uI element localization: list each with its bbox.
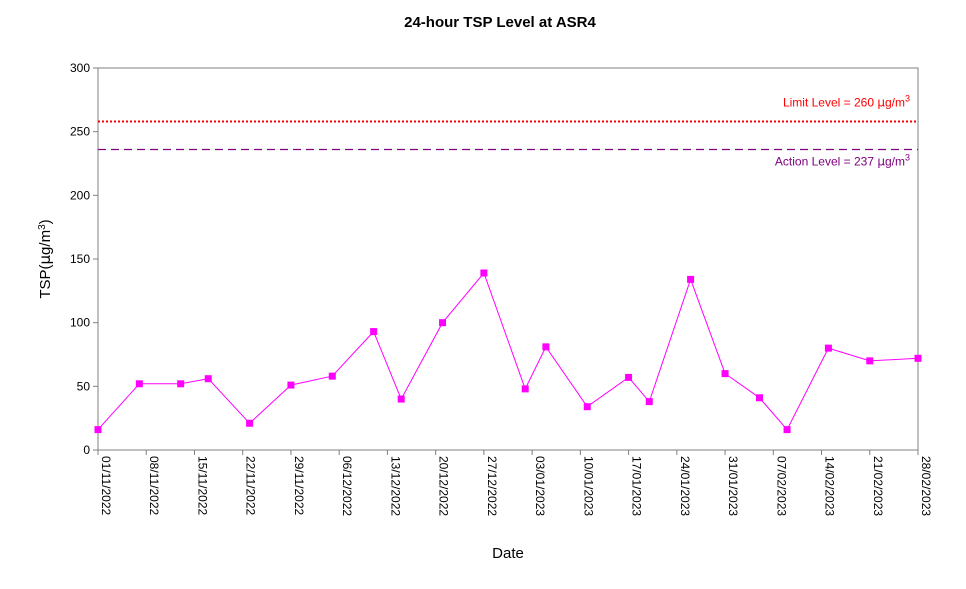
data-point (370, 328, 378, 336)
limit-level-label: Limit Level = 260 μg/m3 (783, 93, 910, 109)
data-point (480, 269, 488, 277)
data-point (397, 395, 405, 403)
data-point (783, 426, 791, 434)
data-point (914, 354, 922, 362)
x-tick-label: 07/02/2023 (774, 456, 788, 516)
x-tick-label: 06/12/2022 (340, 456, 354, 516)
data-point (645, 398, 653, 406)
series-line (97, 272, 919, 431)
data-point (135, 380, 143, 388)
y-tick-label: 200 (70, 188, 90, 202)
y-tick-label: 250 (70, 125, 90, 139)
x-tick-label: 17/01/2023 (630, 456, 644, 516)
y-axis: 0 50 100 150 200 250 300 (70, 61, 98, 457)
x-tick-label: 14/02/2023 (823, 456, 837, 516)
x-tick-label: 24/01/2023 (678, 456, 692, 516)
x-tick-label: 13/12/2022 (388, 456, 402, 516)
x-tick-label: 03/01/2023 (533, 456, 547, 516)
x-tick-label: 31/01/2023 (726, 456, 740, 516)
data-series (94, 269, 922, 434)
x-tick-label: 20/12/2022 (437, 456, 451, 516)
x-tick-label: 15/11/2022 (195, 456, 209, 515)
data-point (721, 370, 729, 378)
data-point (521, 385, 529, 393)
x-tick-label: 28/02/2023 (919, 456, 933, 516)
data-point (542, 343, 550, 351)
reference-lines: Limit Level = 260 μg/m3 Action Level = 23… (98, 93, 918, 168)
data-point (287, 381, 295, 389)
data-point (687, 275, 695, 283)
data-point (177, 380, 185, 388)
y-tick-label: 50 (77, 379, 91, 393)
data-point (439, 319, 447, 327)
x-tick-label: 08/11/2022 (147, 456, 161, 515)
x-tick-label: 01/11/2022 (99, 456, 113, 515)
x-tick-label: 22/11/2022 (244, 456, 258, 515)
data-point (328, 372, 336, 380)
x-tick-label: 27/12/2022 (485, 456, 499, 516)
x-tick-label: 29/11/2022 (292, 456, 306, 515)
y-tick-label: 150 (70, 252, 90, 266)
y-tick-label: 100 (70, 316, 90, 330)
data-point (204, 375, 212, 383)
chart-title: 24-hour TSP Level at ASR4 (404, 14, 596, 31)
y-tick-label: 0 (83, 443, 90, 457)
data-point (94, 426, 102, 434)
data-point (246, 419, 254, 427)
x-axis: 01/11/2022 08/11/2022 15/11/2022 22/11/2022… (97, 450, 933, 516)
data-point (756, 394, 764, 402)
action-level-label: Action Level = 237 μg/m3 (775, 152, 910, 168)
x-tick-label: 21/02/2023 (871, 456, 885, 516)
y-axis-label: TSP(μg/m3) (36, 219, 54, 298)
data-point (824, 344, 832, 352)
x-axis-label: Date (492, 545, 524, 562)
y-tick-label: 300 (70, 61, 90, 75)
x-tick-label: 10/01/2023 (581, 456, 595, 516)
data-point (866, 357, 874, 365)
data-point (625, 373, 633, 381)
data-point (583, 403, 591, 411)
